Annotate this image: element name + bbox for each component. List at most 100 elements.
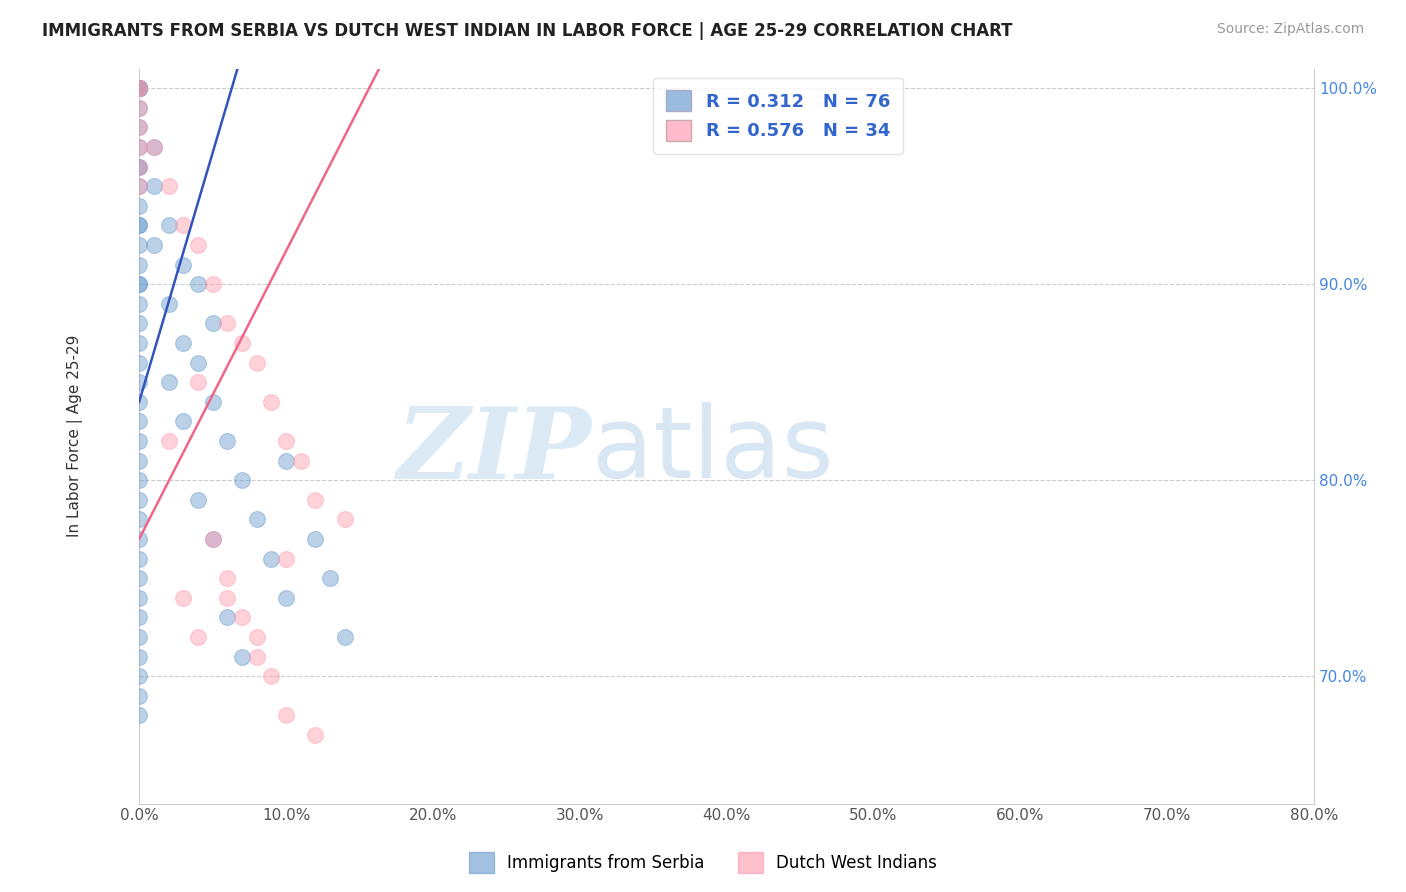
Point (128, 101, 150, 115)
Point (128, 551, 150, 566)
Point (201, 532, 224, 546)
Text: IMMIGRANTS FROM SERBIA VS DUTCH WEST INDIAN IN LABOR FORCE | AGE 25-29 CORRELATI: IMMIGRANTS FROM SERBIA VS DUTCH WEST IND… (42, 22, 1012, 40)
Point (274, 591, 297, 605)
Point (142, 140, 165, 154)
Point (172, 335, 194, 350)
Point (128, 81, 150, 95)
Text: atlas: atlas (592, 402, 834, 500)
Point (157, 179, 180, 194)
Point (128, 179, 150, 194)
Point (201, 532, 224, 546)
Point (187, 277, 209, 292)
Point (274, 708, 297, 723)
Point (128, 81, 150, 95)
Point (142, 179, 165, 194)
Point (128, 140, 150, 154)
Point (231, 335, 253, 350)
Point (128, 219, 150, 233)
Point (128, 81, 150, 95)
Point (187, 492, 209, 507)
Point (128, 571, 150, 585)
Point (172, 258, 194, 272)
Point (304, 728, 326, 742)
Point (128, 81, 150, 95)
Point (128, 335, 150, 350)
Point (128, 649, 150, 664)
Point (187, 238, 209, 252)
Point (128, 708, 150, 723)
Point (128, 81, 150, 95)
Point (128, 375, 150, 389)
Point (128, 434, 150, 448)
Point (157, 219, 180, 233)
Point (231, 610, 253, 624)
Point (128, 492, 150, 507)
Point (128, 81, 150, 95)
Point (128, 394, 150, 409)
Point (128, 689, 150, 703)
Point (128, 101, 150, 115)
Point (260, 669, 283, 683)
Point (142, 140, 165, 154)
Point (128, 532, 150, 546)
Point (260, 394, 283, 409)
Point (274, 551, 297, 566)
Point (201, 317, 224, 331)
Point (128, 120, 150, 135)
Point (128, 140, 150, 154)
Text: In Labor Force | Age 25-29: In Labor Force | Age 25-29 (66, 334, 83, 537)
Point (128, 179, 150, 194)
Point (128, 277, 150, 292)
Point (128, 81, 150, 95)
Point (128, 160, 150, 174)
Legend: R = 0.312   N = 76, R = 0.576   N = 34: R = 0.312 N = 76, R = 0.576 N = 34 (654, 78, 903, 153)
Point (319, 571, 342, 585)
Point (128, 120, 150, 135)
Point (246, 649, 269, 664)
Legend: Immigrants from Serbia, Dutch West Indians: Immigrants from Serbia, Dutch West India… (463, 846, 943, 880)
Point (128, 297, 150, 311)
Point (217, 434, 239, 448)
Point (128, 355, 150, 369)
Point (157, 434, 180, 448)
Point (157, 297, 180, 311)
Point (128, 81, 150, 95)
Point (128, 81, 150, 95)
Point (231, 649, 253, 664)
Point (246, 355, 269, 369)
Point (128, 160, 150, 174)
Point (128, 81, 150, 95)
Point (128, 199, 150, 213)
Point (333, 630, 356, 644)
Text: ZIP: ZIP (396, 402, 592, 499)
Point (274, 434, 297, 448)
Point (128, 81, 150, 95)
Point (172, 591, 194, 605)
Point (128, 630, 150, 644)
Text: Source: ZipAtlas.com: Source: ZipAtlas.com (1216, 22, 1364, 37)
Point (128, 473, 150, 487)
Point (142, 238, 165, 252)
Point (128, 610, 150, 624)
Point (260, 551, 283, 566)
Point (128, 512, 150, 526)
Point (274, 453, 297, 467)
Point (128, 81, 150, 95)
Point (128, 277, 150, 292)
Point (201, 277, 224, 292)
Point (172, 219, 194, 233)
Point (187, 355, 209, 369)
Point (172, 414, 194, 428)
Point (128, 258, 150, 272)
Point (128, 81, 150, 95)
Point (128, 81, 150, 95)
Point (231, 473, 253, 487)
Point (128, 81, 150, 95)
Point (246, 630, 269, 644)
Point (290, 453, 312, 467)
Point (246, 512, 269, 526)
Point (128, 81, 150, 95)
Point (217, 317, 239, 331)
Point (187, 375, 209, 389)
Point (187, 630, 209, 644)
